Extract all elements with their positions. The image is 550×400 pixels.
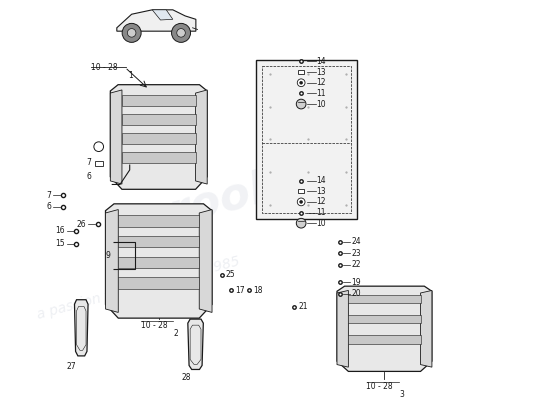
Text: 7: 7 xyxy=(86,158,91,167)
Bar xyxy=(348,335,421,344)
Text: 10 - 28: 10 - 28 xyxy=(141,321,167,330)
Text: euroobes: euroobes xyxy=(104,149,341,251)
Text: 22: 22 xyxy=(351,260,361,269)
Bar xyxy=(298,189,304,193)
Polygon shape xyxy=(188,319,204,370)
Text: 18: 18 xyxy=(252,286,262,294)
Bar xyxy=(122,152,196,162)
Bar xyxy=(118,215,199,227)
Bar xyxy=(348,315,421,323)
Bar xyxy=(122,133,196,144)
Circle shape xyxy=(172,23,190,42)
Text: 20: 20 xyxy=(351,290,361,298)
Polygon shape xyxy=(421,290,432,367)
Text: 9: 9 xyxy=(106,251,111,260)
Circle shape xyxy=(296,99,306,109)
Text: 13: 13 xyxy=(317,187,326,196)
Text: 3: 3 xyxy=(399,390,404,399)
Text: 13: 13 xyxy=(317,68,326,76)
Text: 10 - 28: 10 - 28 xyxy=(366,382,393,391)
Text: 10 - 28: 10 - 28 xyxy=(91,63,118,72)
Polygon shape xyxy=(337,286,432,372)
Circle shape xyxy=(177,28,185,37)
Text: 1: 1 xyxy=(128,70,133,80)
Text: 14: 14 xyxy=(317,176,326,185)
Circle shape xyxy=(128,28,136,37)
Bar xyxy=(298,70,304,74)
Polygon shape xyxy=(152,10,173,20)
Circle shape xyxy=(94,142,103,152)
Polygon shape xyxy=(337,290,348,367)
Bar xyxy=(118,257,199,268)
Text: 23: 23 xyxy=(351,249,361,258)
Text: 11: 11 xyxy=(317,89,326,98)
Text: 10: 10 xyxy=(317,100,326,108)
Text: 28: 28 xyxy=(181,373,191,382)
Text: 6: 6 xyxy=(86,172,91,181)
Text: 15: 15 xyxy=(55,239,65,248)
Circle shape xyxy=(300,200,302,203)
Text: 2: 2 xyxy=(174,329,179,338)
Polygon shape xyxy=(117,10,196,31)
Bar xyxy=(262,66,350,212)
Polygon shape xyxy=(106,204,212,318)
Text: 14: 14 xyxy=(317,57,326,66)
Text: 24: 24 xyxy=(351,237,361,246)
Text: 27: 27 xyxy=(67,362,76,371)
Text: 7: 7 xyxy=(46,191,51,200)
Bar xyxy=(118,236,199,248)
Text: 6: 6 xyxy=(46,202,51,211)
Polygon shape xyxy=(106,210,118,312)
Text: 16: 16 xyxy=(55,226,65,236)
Circle shape xyxy=(298,79,305,87)
Polygon shape xyxy=(199,210,212,312)
Polygon shape xyxy=(111,90,122,184)
Text: 19: 19 xyxy=(351,278,361,287)
Bar xyxy=(118,278,199,289)
Text: 21: 21 xyxy=(298,302,308,311)
Circle shape xyxy=(296,218,306,228)
Text: 17: 17 xyxy=(235,286,245,294)
Polygon shape xyxy=(74,300,88,356)
Circle shape xyxy=(122,23,141,42)
Bar xyxy=(122,95,196,106)
Polygon shape xyxy=(196,90,207,184)
Bar xyxy=(348,295,421,303)
Circle shape xyxy=(300,81,302,84)
Text: 26: 26 xyxy=(76,220,86,229)
Text: 10: 10 xyxy=(317,219,326,228)
Bar xyxy=(95,161,103,166)
Text: 11: 11 xyxy=(317,208,326,217)
Text: a passion for parts since 1985: a passion for parts since 1985 xyxy=(35,254,241,322)
Text: 12: 12 xyxy=(317,78,326,87)
Bar xyxy=(256,60,358,219)
Polygon shape xyxy=(111,85,207,189)
Circle shape xyxy=(298,198,305,206)
Text: 12: 12 xyxy=(317,197,326,206)
Text: 25: 25 xyxy=(226,270,235,279)
Bar xyxy=(122,114,196,124)
